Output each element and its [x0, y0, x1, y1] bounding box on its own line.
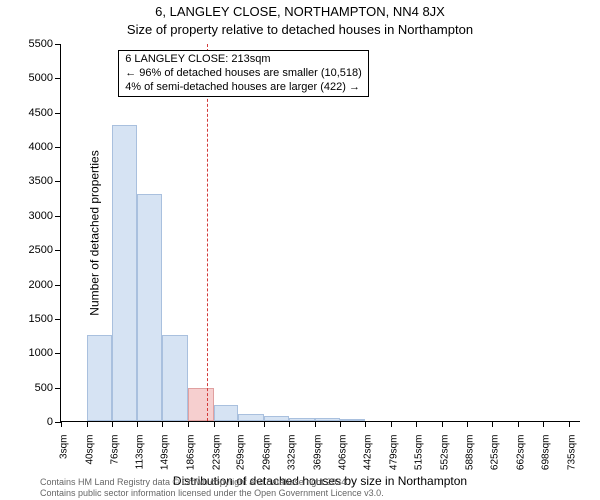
- x-tick: [214, 421, 215, 427]
- plot-inner: 0500100015002000250030003500400045005000…: [60, 44, 580, 422]
- bar: [315, 418, 341, 421]
- footer-line-1: Contains HM Land Registry data © Crown c…: [40, 477, 384, 487]
- y-tick: [55, 388, 61, 389]
- bar: [340, 419, 365, 421]
- x-tick: [391, 421, 392, 427]
- title-sub: Size of property relative to detached ho…: [0, 22, 600, 37]
- y-tick-label: 5500: [29, 38, 53, 50]
- y-tick: [55, 147, 61, 148]
- y-tick-label: 1500: [29, 313, 53, 325]
- bar-highlight: [188, 388, 214, 421]
- chart-container: 6, LANGLEY CLOSE, NORTHAMPTON, NN4 8JX S…: [0, 0, 600, 500]
- x-tick: [543, 421, 544, 427]
- bar: [137, 194, 162, 421]
- x-tick: [289, 421, 290, 427]
- y-tick: [55, 216, 61, 217]
- x-tick: [87, 421, 88, 427]
- y-tick-label: 2000: [29, 279, 53, 291]
- x-tick: [61, 421, 62, 427]
- bar: [112, 125, 138, 421]
- bar: [214, 405, 239, 421]
- x-tick: [365, 421, 366, 427]
- x-tick: [264, 421, 265, 427]
- y-tick-label: 5000: [29, 72, 53, 84]
- annotation-line: 4% of semi-detached houses are larger (4…: [125, 81, 362, 95]
- title-main: 6, LANGLEY CLOSE, NORTHAMPTON, NN4 8JX: [0, 4, 600, 19]
- y-tick-label: 2500: [29, 244, 53, 256]
- y-tick-label: 0: [47, 416, 53, 428]
- x-tick: [492, 421, 493, 427]
- y-tick: [55, 113, 61, 114]
- y-tick: [55, 353, 61, 354]
- annotation-line: 6 LANGLEY CLOSE: 213sqm: [125, 53, 362, 67]
- y-tick-label: 4000: [29, 141, 53, 153]
- x-tick: [238, 421, 239, 427]
- footer-attribution: Contains HM Land Registry data © Crown c…: [40, 477, 384, 498]
- y-tick-label: 3000: [29, 210, 53, 222]
- y-tick: [55, 78, 61, 79]
- y-tick-label: 1000: [29, 347, 53, 359]
- footer-line-2: Contains public sector information licen…: [40, 488, 384, 498]
- x-tick: [112, 421, 113, 427]
- x-tick: [416, 421, 417, 427]
- plot-area: 0500100015002000250030003500400045005000…: [60, 44, 580, 422]
- y-tick-label: 4500: [29, 107, 53, 119]
- y-tick: [55, 250, 61, 251]
- x-tick: [188, 421, 189, 427]
- x-tick: [340, 421, 341, 427]
- x-tick: [518, 421, 519, 427]
- annotation-box: 6 LANGLEY CLOSE: 213sqm← 96% of detached…: [118, 50, 369, 97]
- x-tick: [162, 421, 163, 427]
- bar: [238, 414, 264, 421]
- y-tick: [55, 181, 61, 182]
- bar: [289, 418, 315, 421]
- x-tick: [467, 421, 468, 427]
- reference-line: [207, 44, 208, 421]
- bar: [87, 335, 112, 421]
- x-tick: [569, 421, 570, 427]
- x-tick: [442, 421, 443, 427]
- y-tick: [55, 285, 61, 286]
- annotation-line: ← 96% of detached houses are smaller (10…: [125, 67, 362, 81]
- x-tick: [137, 421, 138, 427]
- y-tick: [55, 44, 61, 45]
- y-tick-label: 3500: [29, 175, 53, 187]
- x-tick: [315, 421, 316, 427]
- y-tick-label: 500: [35, 382, 53, 394]
- bar: [264, 416, 289, 421]
- y-tick: [55, 319, 61, 320]
- bar: [162, 335, 188, 421]
